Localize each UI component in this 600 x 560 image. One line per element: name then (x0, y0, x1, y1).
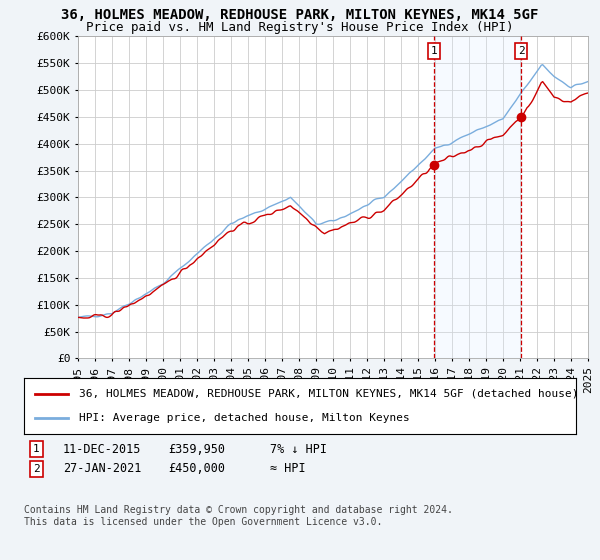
Text: Contains HM Land Registry data © Crown copyright and database right 2024.
This d: Contains HM Land Registry data © Crown c… (24, 505, 453, 527)
Text: 27-JAN-2021: 27-JAN-2021 (63, 462, 142, 475)
Text: 11-DEC-2015: 11-DEC-2015 (63, 442, 142, 456)
Text: 36, HOLMES MEADOW, REDHOUSE PARK, MILTON KEYNES, MK14 5GF (detached house): 36, HOLMES MEADOW, REDHOUSE PARK, MILTON… (79, 389, 579, 399)
Text: 36, HOLMES MEADOW, REDHOUSE PARK, MILTON KEYNES, MK14 5GF: 36, HOLMES MEADOW, REDHOUSE PARK, MILTON… (61, 8, 539, 22)
Text: 1: 1 (431, 46, 437, 56)
Text: Price paid vs. HM Land Registry's House Price Index (HPI): Price paid vs. HM Land Registry's House … (86, 21, 514, 34)
Text: 2: 2 (518, 46, 524, 56)
Text: £450,000: £450,000 (168, 462, 225, 475)
Text: 1: 1 (33, 444, 40, 454)
Text: ≈ HPI: ≈ HPI (270, 462, 305, 475)
Text: 7% ↓ HPI: 7% ↓ HPI (270, 442, 327, 456)
Text: HPI: Average price, detached house, Milton Keynes: HPI: Average price, detached house, Milt… (79, 413, 410, 423)
Text: 2: 2 (33, 464, 40, 474)
Text: £359,950: £359,950 (168, 442, 225, 456)
Bar (434, 36, 521, 358)
